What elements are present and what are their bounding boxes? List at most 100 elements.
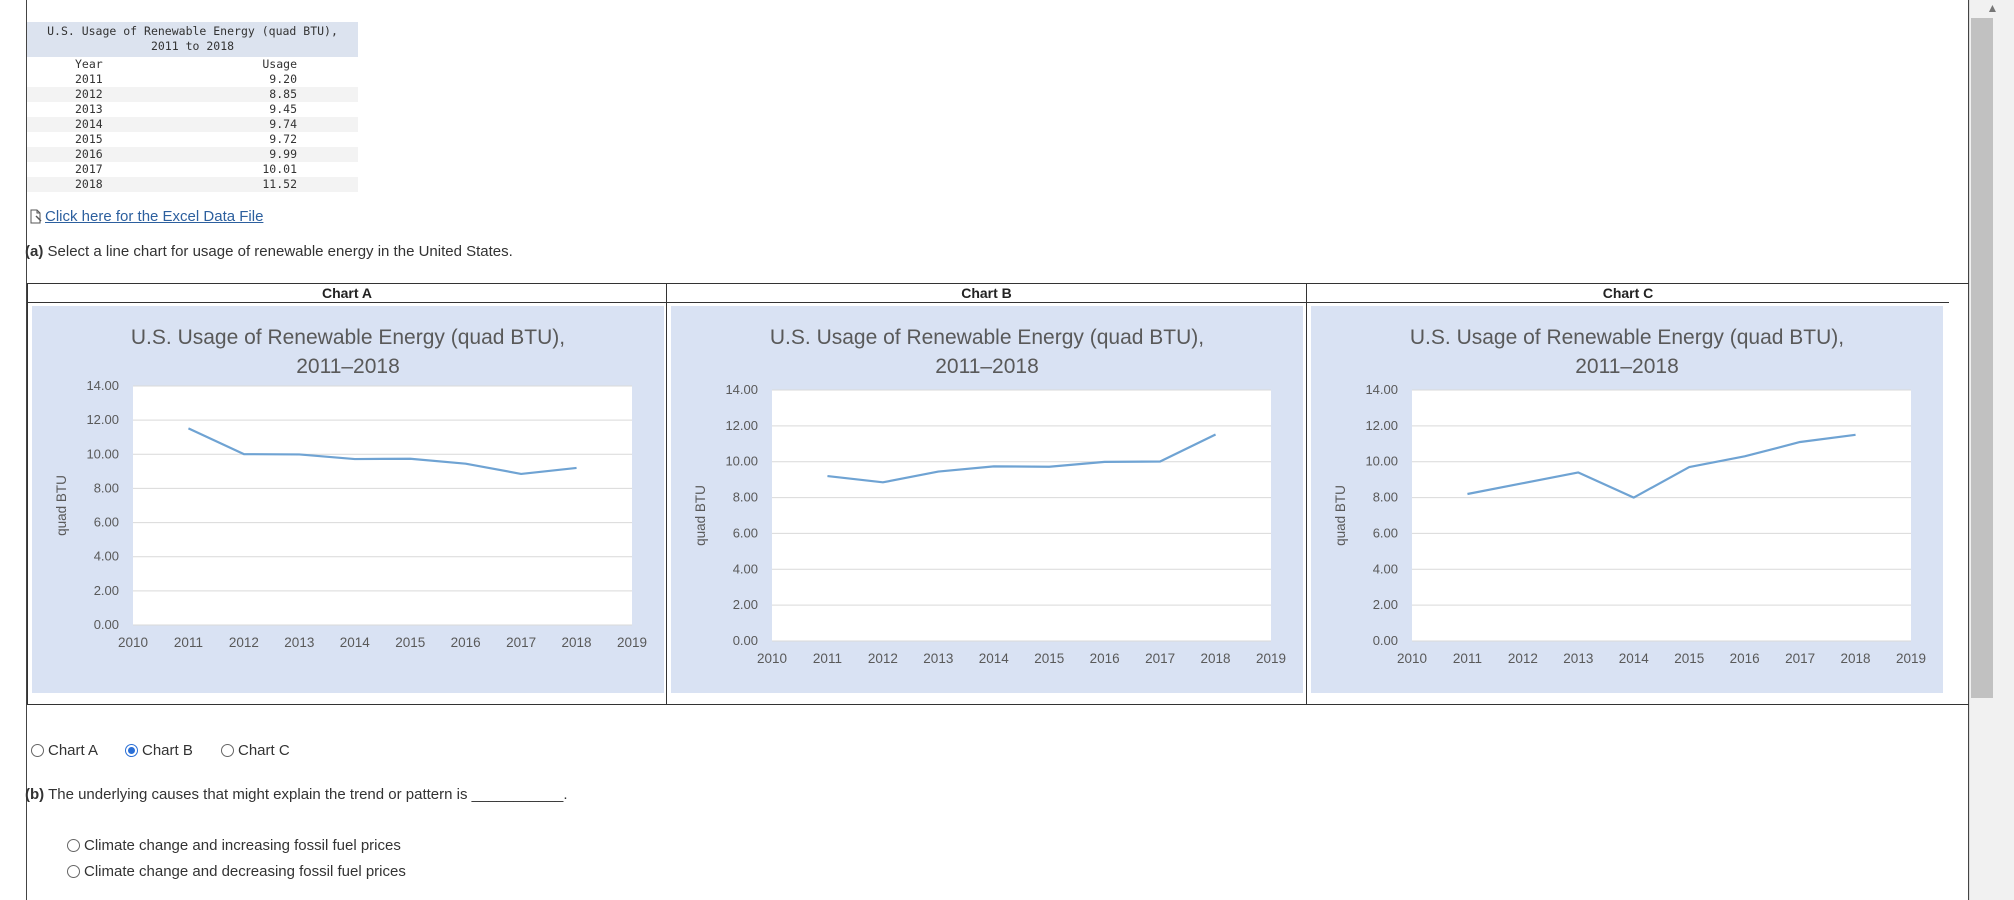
year-cell: 2011 [75,72,103,86]
year-cell: 2014 [75,117,103,131]
x-tick-label: 2017 [1145,651,1175,666]
y-tick-label: 14.00 [725,382,758,397]
scrollbar[interactable]: ▲ [1969,0,2014,900]
x-tick-label: 2019 [1896,651,1926,666]
y-tick-label: 10.00 [1365,454,1398,469]
option-cause-1-label[interactable]: Climate change and increasing fossil fue… [84,837,401,854]
option-chart-b-label[interactable]: Chart B [142,742,193,759]
series-line [827,433,1217,484]
document-icon [30,209,42,224]
x-tick-label: 2016 [1730,651,1760,666]
x-tick-label: 2012 [868,651,898,666]
y-tick-label: 10.00 [725,454,758,469]
x-tick-label: 2015 [1674,651,1704,666]
usage-cell: 9.20 [269,72,297,86]
radio-cause-2[interactable] [67,865,80,878]
chart-title-line1: U.S. Usage of Renewable Energy (quad BTU… [770,326,1204,349]
usage-cell: 8.85 [269,87,297,101]
y-tick-label: 4.00 [733,561,758,576]
x-tick-label: 2011 [813,651,842,666]
option-cause-2[interactable]: Climate change and decreasing fossil fue… [67,863,406,880]
question-a-text: Select a line chart for usage of renewab… [47,243,513,260]
year-cell: 2012 [75,87,103,101]
table-row: 2012 8.85 [27,87,358,102]
radio-cause-1[interactable] [67,839,80,852]
radio-chart-b[interactable] [125,744,138,757]
scroll-up-arrow-icon[interactable]: ▲ [1986,1,1999,15]
scroll-thumb[interactable] [1971,18,1993,698]
x-tick-label: 2018 [1841,651,1871,666]
table-row: 2015 9.72 [27,132,358,147]
y-tick-label: 8.00 [94,480,119,495]
table-row: 2011 9.20 [27,72,358,87]
option-cause-2-label[interactable]: Climate change and decreasing fossil fue… [84,863,406,880]
y-tick-label: 12.00 [1365,418,1398,433]
y-tick-label: 10.00 [86,446,119,461]
y-tick-label: 2.00 [1373,597,1398,612]
chart-c-heading: Chart C [1307,284,1949,303]
chart-title-line2: 2011–2018 [296,355,400,378]
x-tick-label: 2012 [1508,651,1538,666]
radio-chart-a[interactable] [31,744,44,757]
x-tick-label: 2010 [1397,651,1427,666]
plot-area [1412,390,1911,641]
usage-cell: 9.74 [269,117,297,131]
col-usage-header: Usage [262,57,297,71]
chart-b-heading: Chart B [667,284,1306,303]
option-chart-a-label[interactable]: Chart A [48,742,99,759]
table-title-line1: U.S. Usage of Renewable Energy (quad BTU… [47,24,338,38]
year-cell: 2016 [75,147,103,161]
x-tick-label: 2015 [1034,651,1064,666]
usage-cell: 10.01 [262,162,297,176]
y-tick-label: 0.00 [733,633,758,648]
y-tick-label: 6.00 [1373,525,1398,540]
plot-area [772,390,1271,641]
option-cause-1[interactable]: Climate change and increasing fossil fue… [67,837,401,854]
table-row: 2013 9.45 [27,102,358,117]
radio-chart-c[interactable] [221,744,234,757]
x-tick-label: 2014 [1619,651,1650,666]
usage-cell: 9.99 [269,147,297,161]
question-a: (a) Select a line chart for usage of ren… [25,243,513,260]
table-row: 2017 10.01 [27,162,358,177]
table-title-line2: 2011 to 2018 [150,39,235,53]
excel-data-link[interactable]: Click here for the Excel Data File [29,208,263,225]
y-tick-label: 6.00 [733,525,758,540]
option-chart-c[interactable]: Chart C [221,742,290,759]
x-tick-label: 2013 [923,651,953,666]
series-line [187,427,577,476]
x-tick-label: 2010 [118,635,148,650]
chart-a: U.S. Usage of Renewable Energy (quad BTU… [32,306,664,693]
option-chart-c-label[interactable]: Chart C [238,742,290,759]
chart-panel-b: Chart B U.S. Usage of Renewable Energy (… [667,284,1307,704]
chart-c: U.S. Usage of Renewable Energy (quad BTU… [1311,306,1943,693]
excel-link-text[interactable]: Click here for the Excel Data File [45,208,264,225]
table-row: 2014 9.74 [27,117,358,132]
y-axis-label: quad BTU [693,485,708,546]
option-chart-b[interactable]: Chart B [125,742,193,759]
x-tick-label: 2019 [1256,651,1286,666]
x-tick-label: 2019 [617,635,647,650]
y-tick-label: 4.00 [1373,561,1398,576]
y-tick-label: 14.00 [86,378,119,393]
x-tick-label: 2017 [506,635,536,650]
year-cell: 2017 [75,162,103,176]
x-tick-label: 2012 [229,635,259,650]
table-rows: 2011 9.20 2012 8.85 2013 9.45 2014 9.74 2015 9.72… [27,72,358,192]
x-tick-label: 2017 [1785,651,1815,666]
y-tick-label: 8.00 [1373,490,1398,505]
option-chart-a[interactable]: Chart A [31,742,98,759]
year-cell: 2015 [75,132,103,146]
usage-cell: 9.45 [269,102,297,116]
table-row: 2018 11.52 [27,177,358,192]
table-row: 2016 9.99 [27,147,358,162]
y-tick-label: 12.00 [725,418,758,433]
x-tick-label: 2013 [284,635,314,650]
y-tick-label: 6.00 [94,515,119,530]
chart-title-line1: U.S. Usage of Renewable Energy (quad BTU… [1410,326,1844,349]
y-tick-label: 2.00 [733,597,758,612]
year-cell: 2018 [75,177,103,191]
y-tick-label: 4.00 [94,549,119,564]
chart-title-line2: 2011–2018 [935,355,1039,378]
table-header: Year Usage [27,57,358,72]
